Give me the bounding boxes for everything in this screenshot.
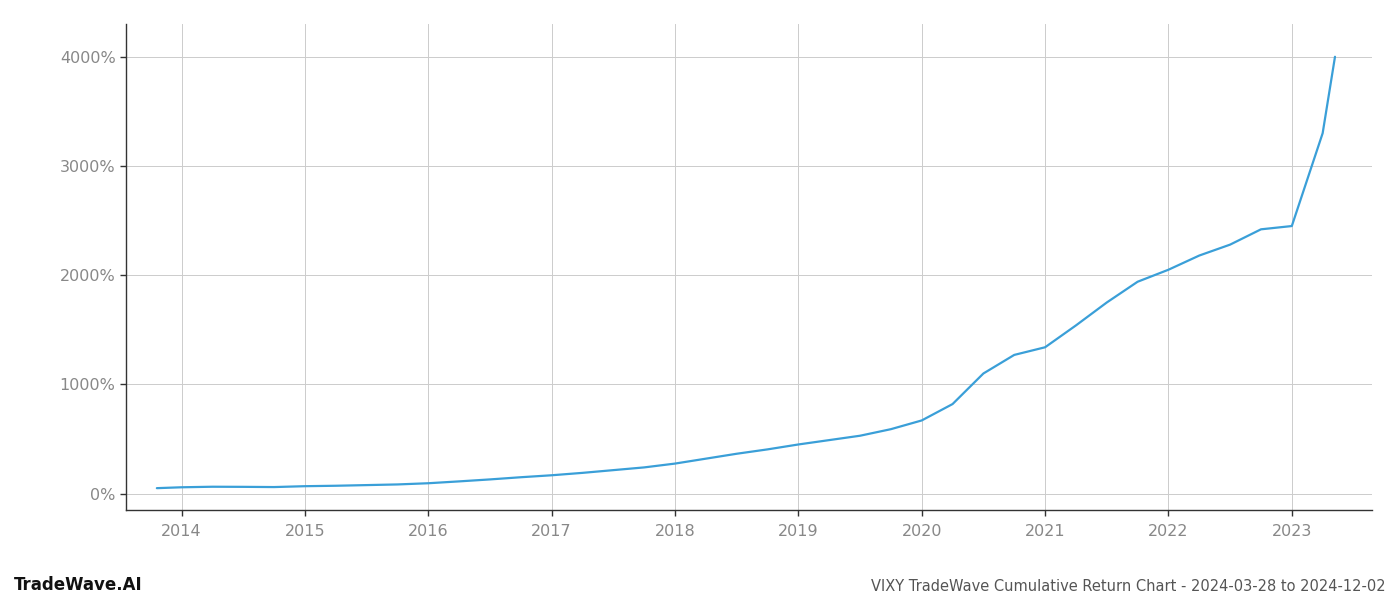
Text: TradeWave.AI: TradeWave.AI [14, 576, 143, 594]
Text: VIXY TradeWave Cumulative Return Chart - 2024-03-28 to 2024-12-02: VIXY TradeWave Cumulative Return Chart -… [871, 579, 1386, 594]
